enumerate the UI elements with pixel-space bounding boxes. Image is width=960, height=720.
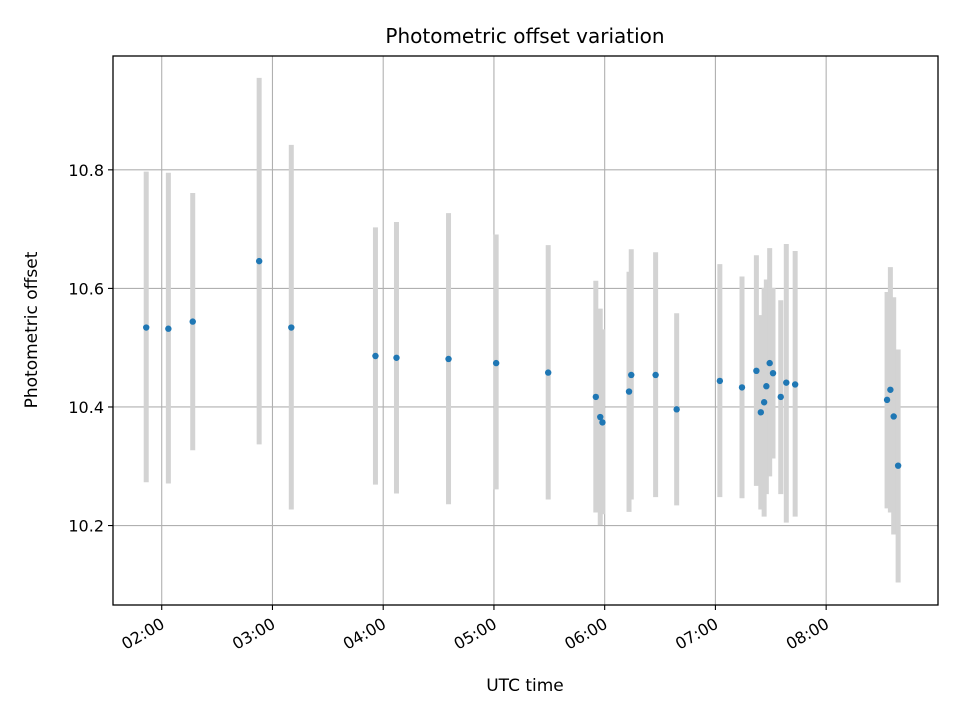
data-point [766, 359, 773, 367]
data-points [143, 257, 902, 469]
data-point [894, 462, 902, 469]
x-tick-label: 06:00 [561, 614, 610, 654]
data-point [592, 393, 600, 401]
data-point [597, 413, 604, 421]
data-point [143, 324, 150, 331]
data-point [763, 383, 770, 390]
data-point [189, 318, 196, 325]
grid [113, 56, 938, 605]
x-tick-label: 05:00 [451, 614, 500, 654]
y-tick-label: 10.4 [68, 398, 104, 417]
data-point [393, 354, 400, 361]
data-point [445, 355, 452, 363]
data-point [652, 371, 659, 379]
data-point [769, 369, 777, 377]
data-point [738, 384, 746, 391]
data-point [791, 381, 799, 388]
data-point [599, 419, 606, 426]
data-point [492, 359, 500, 367]
data-point [760, 399, 768, 406]
error-bars [143, 77, 901, 583]
x-tick-label: 04:00 [340, 614, 389, 654]
data-point [777, 393, 784, 401]
data-point [753, 367, 760, 375]
y-tick-label: 10.2 [68, 517, 104, 536]
x-tick-label: 02:00 [118, 614, 167, 654]
x-tick-label: 03:00 [229, 614, 278, 654]
data-point [165, 325, 172, 332]
data-point [783, 379, 790, 386]
data-point [372, 352, 379, 360]
x-tick-label: 08:00 [783, 614, 832, 654]
y-tick-label: 10.8 [68, 161, 104, 180]
data-point [887, 386, 894, 393]
y-axis: 10.2 10.4 10.6 10.8 [68, 161, 113, 536]
x-tick-label: 07:00 [672, 614, 721, 654]
data-point [545, 369, 552, 376]
x-axis-label: UTC time [486, 676, 564, 696]
data-point [883, 396, 891, 404]
data-point [890, 413, 897, 420]
data-point [288, 324, 295, 331]
chart-title: Photometric offset variation [385, 24, 664, 48]
x-axis: 02:00 03:00 04:00 05:00 06:00 07:00 08:00 [118, 605, 832, 654]
y-tick-label: 10.6 [68, 279, 104, 298]
data-point [757, 409, 765, 416]
data-point [628, 371, 635, 379]
data-point [716, 377, 724, 385]
y-axis-label: Photometric offset [22, 251, 42, 408]
data-point [673, 406, 680, 413]
data-point [255, 257, 263, 265]
data-point [625, 388, 633, 395]
plot-frame [112, 55, 939, 606]
